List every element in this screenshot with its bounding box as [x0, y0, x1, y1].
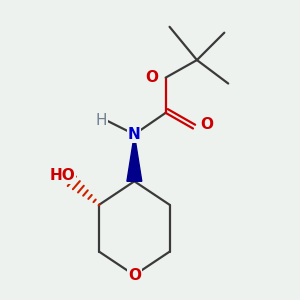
Text: H: H: [95, 113, 107, 128]
Polygon shape: [127, 134, 142, 181]
Text: O: O: [146, 70, 158, 85]
Text: O: O: [200, 117, 213, 132]
Text: O: O: [128, 268, 141, 283]
Text: HO: HO: [49, 168, 75, 183]
Text: N: N: [128, 127, 141, 142]
